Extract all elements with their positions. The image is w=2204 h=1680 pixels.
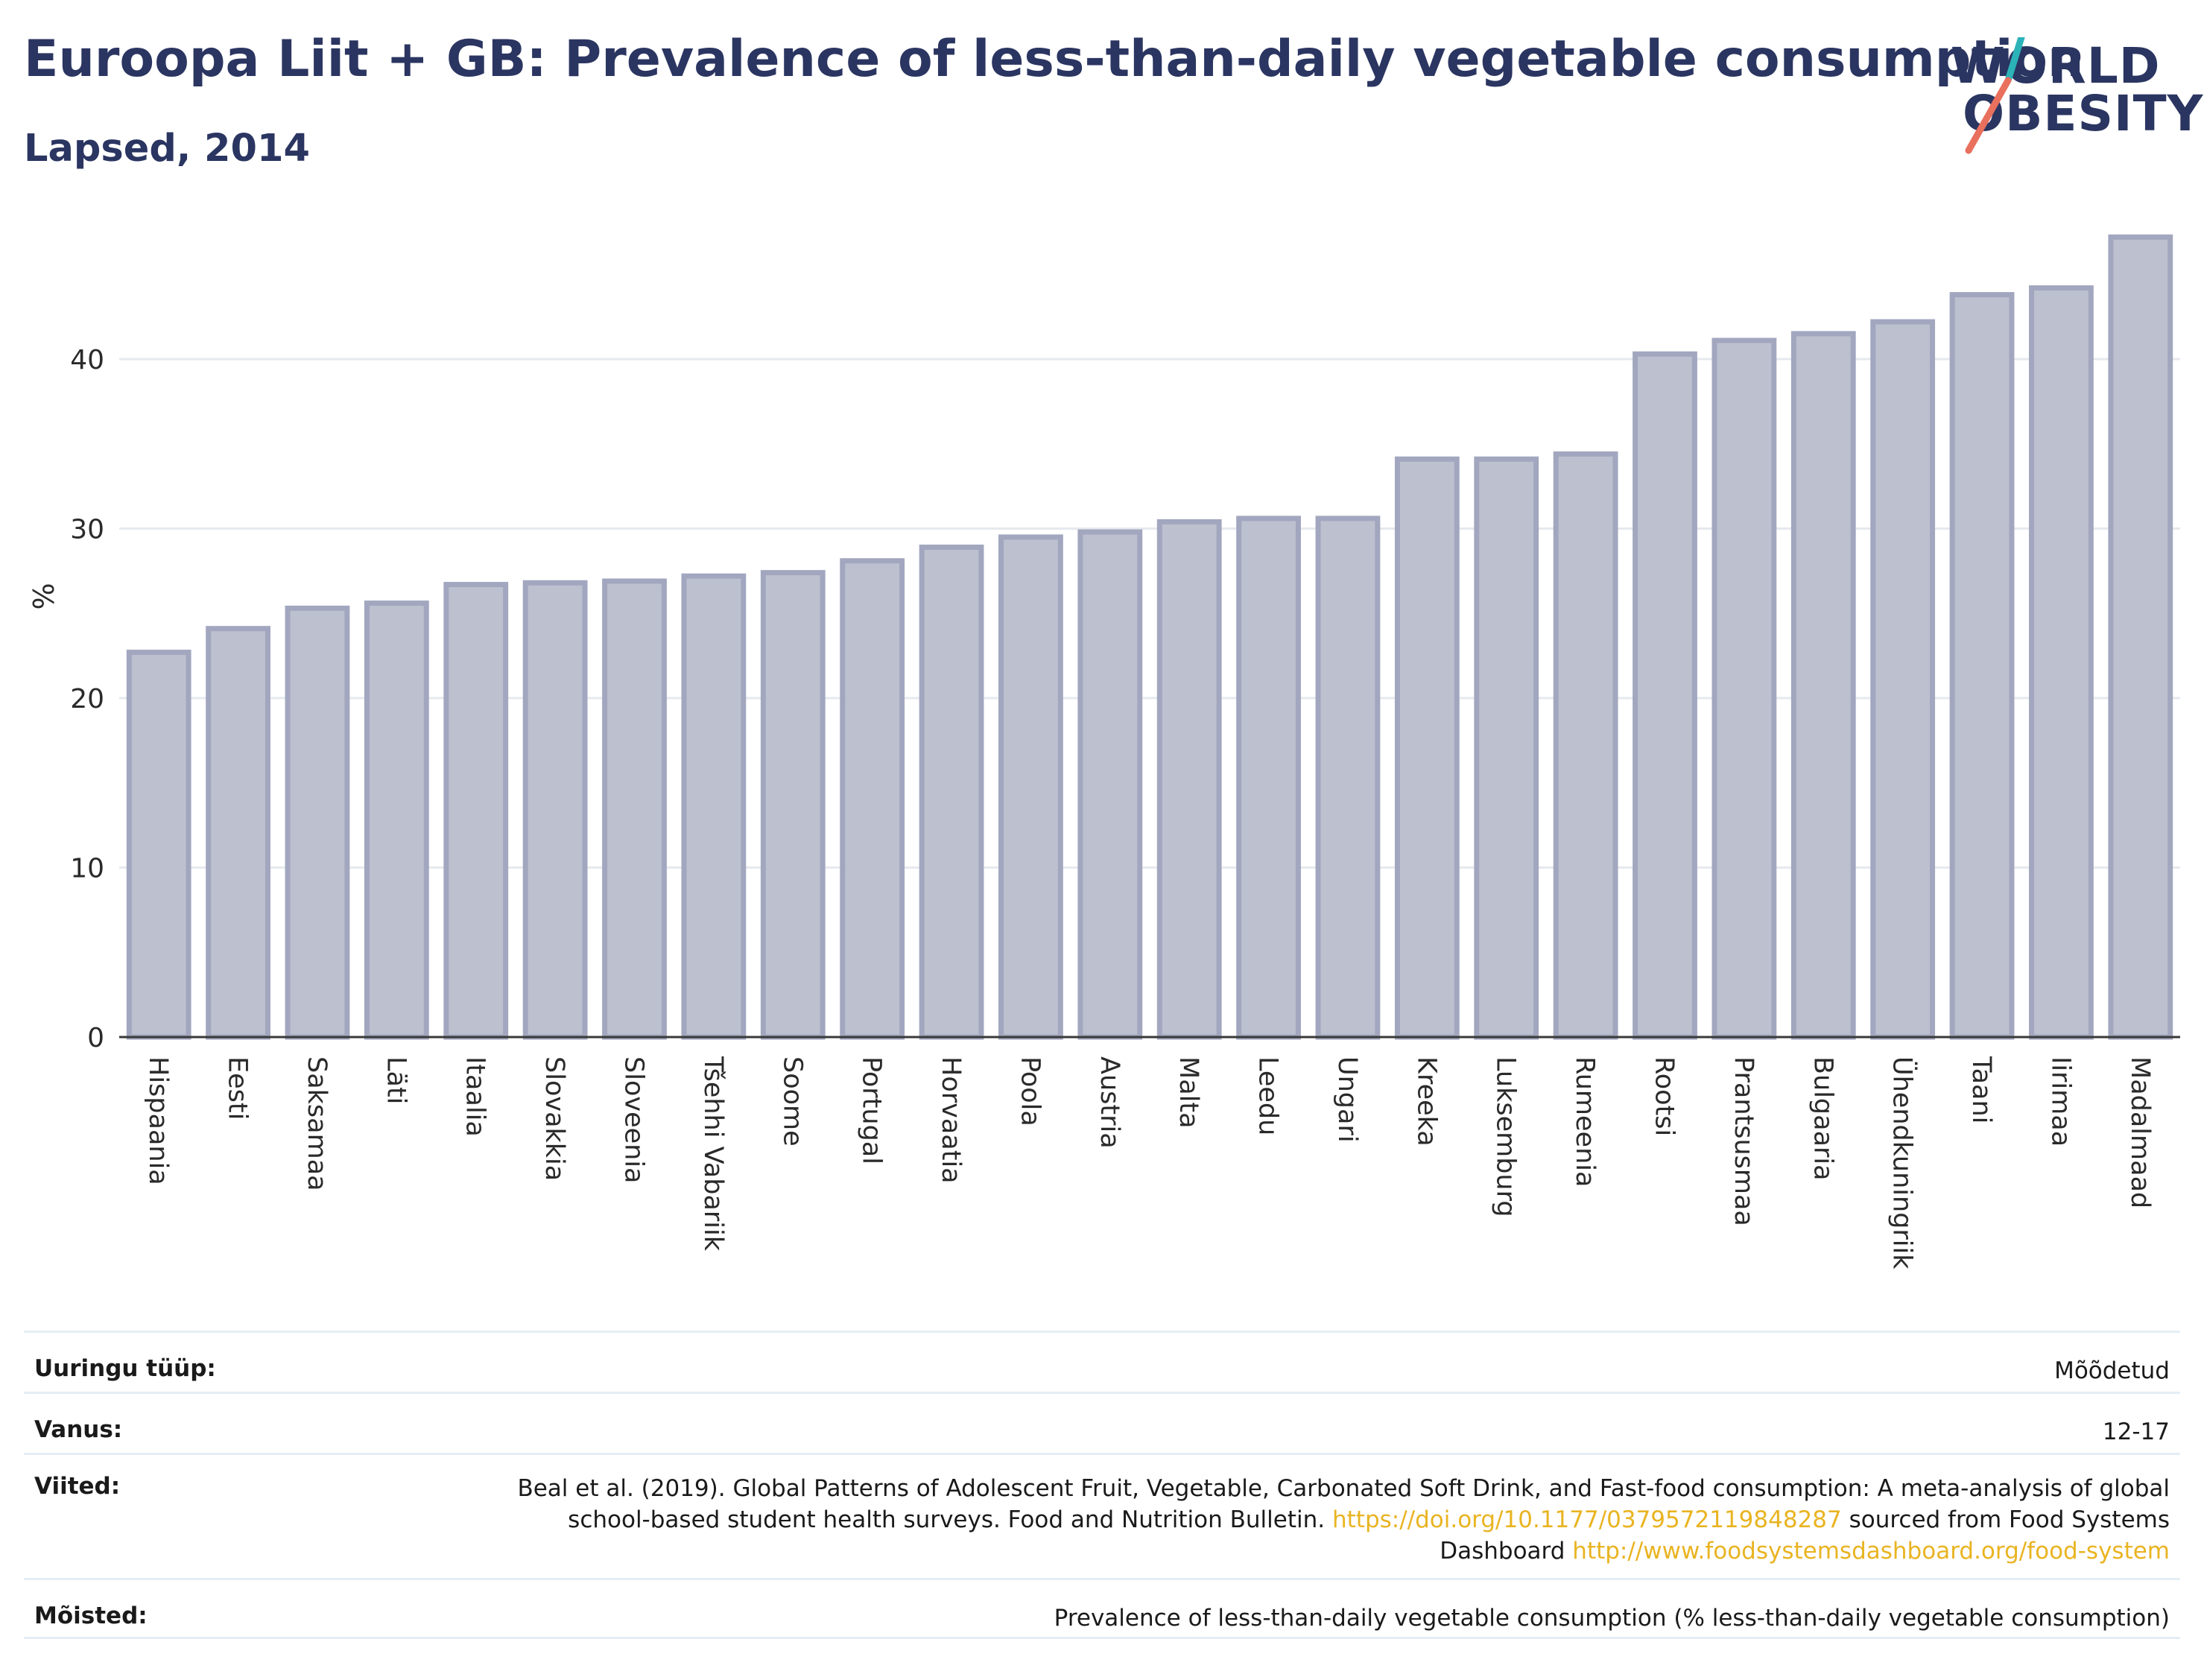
x-tick-label: Luksemburg	[1491, 1056, 1521, 1217]
bar-ungari[interactable]	[1315, 516, 1381, 1040]
axes: 0 10 20 30 40 Hispaania Eesti Saksamaa Läti Itaal…	[70, 345, 2180, 1269]
bar-kreeka[interactable]	[1394, 456, 1460, 1040]
food-systems-dashboard-link[interactable]: http://www.foodsystemsdashboard.org/food…	[1572, 1538, 2170, 1565]
bar-slovakkia[interactable]	[522, 580, 588, 1040]
y-tick-label: 0	[87, 1023, 104, 1053]
age-value: 12-17	[2102, 1419, 2170, 1445]
bar-itaalia[interactable]	[443, 582, 509, 1040]
x-tick-label: Hispaania	[143, 1056, 173, 1185]
bar-soome[interactable]	[760, 570, 826, 1040]
bar-prantsusmaa[interactable]	[1711, 337, 1777, 1040]
logo-word-obesity: OBESITY	[1963, 85, 2204, 142]
chart-subtitle: Lapsed, 2014	[24, 127, 310, 171]
logo-word-world: WORLD	[1951, 37, 2161, 95]
x-tick-label: Itaalia	[460, 1056, 490, 1137]
info-row-survey-type: Uuringu tüüp: Mõõdetud	[24, 1331, 2180, 1392]
bar-luksemburg[interactable]	[1474, 456, 1539, 1040]
x-tick-label: Portugal	[857, 1056, 887, 1164]
references-text-2: sourced from Food Systems Dashboard	[1440, 1506, 2170, 1565]
info-row-references: Viited: Beal et al. (2019). Global Patte…	[24, 1453, 2180, 1578]
x-tick-label: Sloveenia	[619, 1056, 649, 1184]
references-label: Viited:	[34, 1473, 121, 1500]
x-tick-label: Iirimaa	[2045, 1056, 2075, 1147]
bar-madalmaad[interactable]	[2108, 234, 2173, 1040]
doi-link[interactable]: https://doi.org/10.1177/0379572119848287	[1331, 1506, 1842, 1533]
x-tick-label: Horvaatia	[936, 1056, 966, 1184]
bar-portugal[interactable]	[840, 558, 905, 1040]
logo-slash-icon	[1965, 37, 2025, 154]
bar-taani[interactable]	[1949, 292, 2015, 1040]
x-tick-label: Malta	[1174, 1056, 1203, 1129]
x-tick-label: Slovakkia	[539, 1056, 569, 1181]
info-row-age: Vanus: 12-17	[24, 1392, 2180, 1453]
x-tick-label: Taani	[1966, 1056, 1996, 1123]
definitions-label: Mõisted:	[34, 1603, 148, 1629]
y-tick-label: 40	[70, 345, 104, 375]
x-tick-label: Bulgaaria	[1808, 1056, 1837, 1181]
x-tick-label: Poola	[1015, 1056, 1045, 1126]
x-tick-label: Kreeka	[1411, 1056, 1441, 1147]
x-tick-label: Madalmaad	[2125, 1056, 2155, 1208]
x-tick-label: Tšehhi Vabariik	[698, 1056, 728, 1252]
y-axis-label: %	[28, 583, 60, 609]
x-tick-label: Rumeenia	[1570, 1056, 1600, 1187]
bar-leedu[interactable]	[1236, 516, 1301, 1040]
bar-ühendkuningriik[interactable]	[1870, 319, 1936, 1040]
bar-saksamaa[interactable]	[285, 605, 350, 1040]
bar-poola[interactable]	[998, 534, 1063, 1040]
references-value: Beal et al. (2019). Global Patterns of A…	[456, 1473, 2170, 1567]
bar-rumeenia[interactable]	[1553, 451, 1618, 1040]
bar-iirimaa[interactable]	[2029, 285, 2094, 1040]
definitions-value: Prevalence of less-than-daily vegetable …	[1054, 1605, 2170, 1632]
bar-hispaania[interactable]	[126, 650, 191, 1040]
survey-type-value: Mõõdetud	[2054, 1357, 2170, 1384]
bar-sloveenia[interactable]	[602, 578, 667, 1040]
y-tick-label: 20	[70, 684, 104, 714]
x-tick-label: Prantsusmaa	[1729, 1056, 1758, 1226]
bar-malta[interactable]	[1156, 519, 1222, 1040]
world-obesity-logo: WORLD OBESITY	[1937, 37, 2203, 156]
survey-type-label: Uuringu tüüp:	[34, 1355, 216, 1382]
y-tick-label: 30	[70, 515, 104, 545]
bar-austria[interactable]	[1077, 529, 1143, 1040]
y-tick-label: 10	[70, 854, 104, 884]
bar-bulgaaria[interactable]	[1790, 331, 1856, 1040]
x-tick-label: Ühendkuningriik	[1887, 1056, 1919, 1269]
bar-läti[interactable]	[364, 600, 429, 1040]
bar-tšehhi-vabariik[interactable]	[681, 573, 747, 1040]
bar-rootsi[interactable]	[1633, 351, 1697, 1040]
x-tick-label: Eesti	[223, 1056, 253, 1120]
x-tick-label: Soome	[777, 1056, 807, 1147]
x-tick-label: Rootsi	[1650, 1056, 1679, 1136]
info-row-definitions: Mõisted: Prevalence of less-than-daily v…	[24, 1578, 2180, 1639]
bar-chart: 0 10 20 30 40 Hispaania Eesti Saksamaa Läti Itaal…	[28, 234, 2180, 1269]
chart-title: Euroopa Liit + GB: Prevalence of less-th…	[24, 30, 2084, 89]
bars	[126, 234, 2173, 1040]
bar-horvaatia[interactable]	[919, 545, 984, 1040]
bar-eesti[interactable]	[206, 626, 270, 1040]
x-tick-label: Ungari	[1332, 1056, 1362, 1143]
x-tick-label: Läti	[381, 1056, 411, 1104]
x-tick-label: Leedu	[1253, 1056, 1283, 1135]
references-text-1: Beal et al. (2019). Global Patterns of A…	[517, 1475, 2170, 1533]
x-tick-label: Austria	[1095, 1056, 1124, 1149]
age-label: Vanus:	[34, 1416, 123, 1443]
x-tick-label: Saksamaa	[302, 1056, 332, 1191]
info-table: Uuringu tüüp: Mõõdetud Vanus: 12-17 Viit…	[24, 1331, 2180, 1639]
